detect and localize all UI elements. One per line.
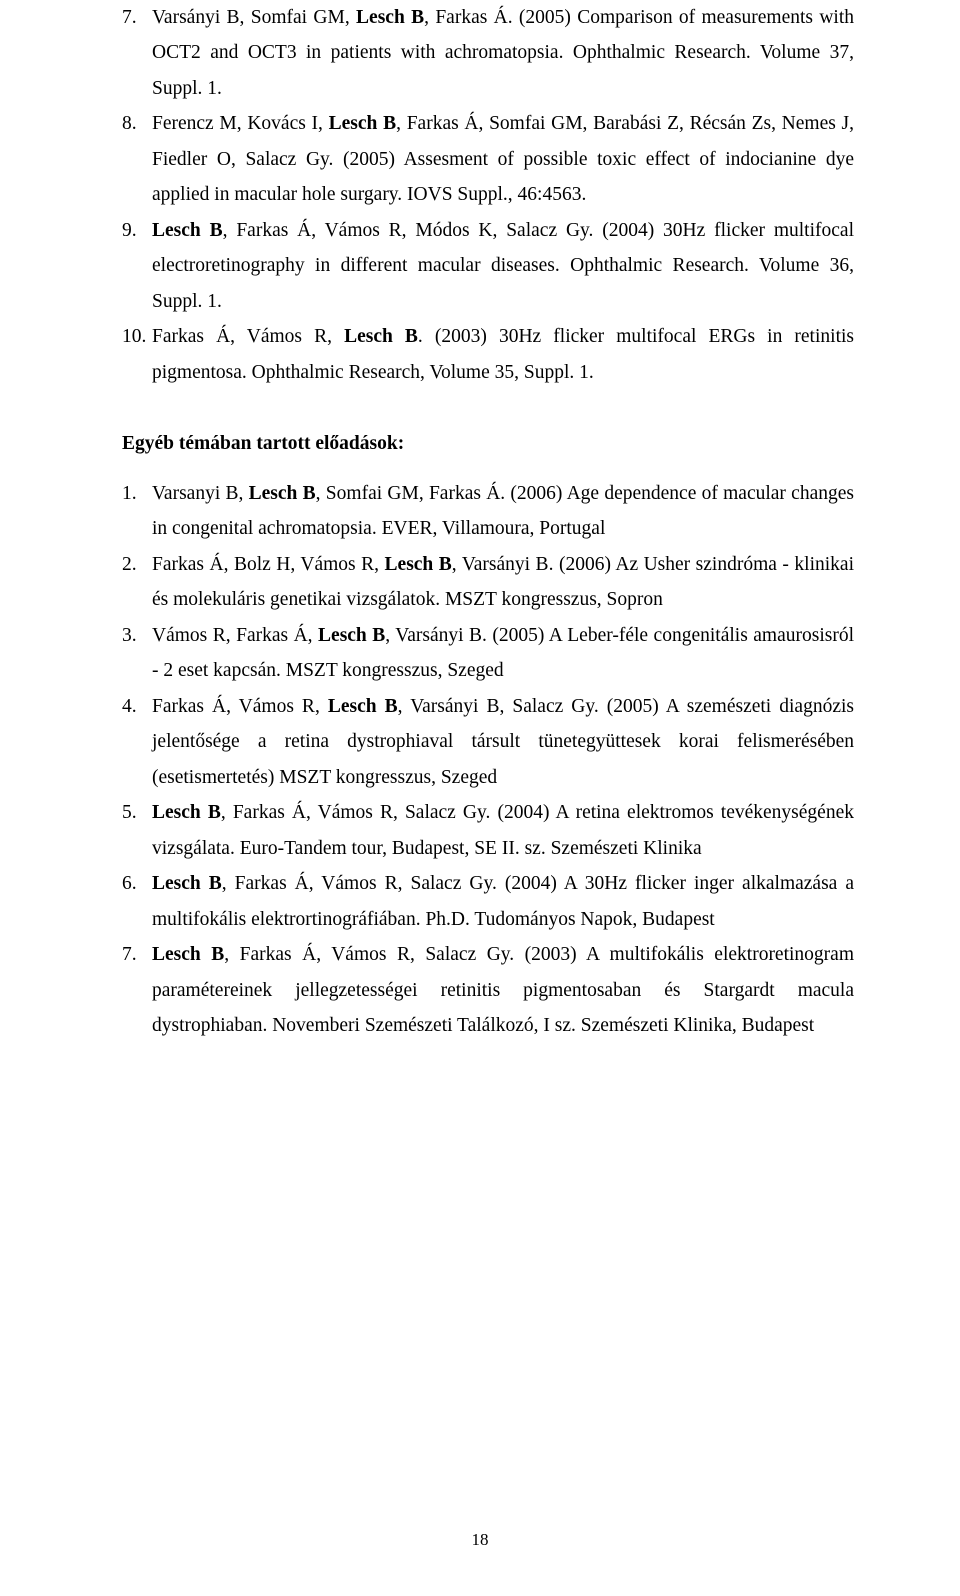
presentation-item: Farkas Á, Vámos R, Lesch B, Varsányi B, … xyxy=(122,689,854,795)
presentation-item: Farkas Á, Bolz H, Vámos R, Lesch B, Vars… xyxy=(122,547,854,618)
reference-item: Ferencz M, Kovács I, Lesch B, Farkas Á, … xyxy=(122,106,854,212)
presentation-item: Lesch B, Farkas Á, Vámos R, Salacz Gy. (… xyxy=(122,937,854,1043)
reference-item: Farkas Á, Vámos R, Lesch B. (2003) 30Hz … xyxy=(122,319,854,390)
section-heading: Egyéb témában tartott előadások: xyxy=(122,426,854,461)
reference-list: Varsányi B, Somfai GM, Lesch B, Farkas Á… xyxy=(122,0,854,390)
presentation-item: Lesch B, Farkas Á, Vámos R, Salacz Gy. (… xyxy=(122,866,854,937)
page: Varsányi B, Somfai GM, Lesch B, Farkas Á… xyxy=(0,0,960,1596)
page-number: 18 xyxy=(0,1525,960,1556)
reference-item: Lesch B, Farkas Á, Vámos R, Módos K, Sal… xyxy=(122,213,854,319)
presentation-item: Lesch B, Farkas Á, Vámos R, Salacz Gy. (… xyxy=(122,795,854,866)
reference-item: Varsányi B, Somfai GM, Lesch B, Farkas Á… xyxy=(122,0,854,106)
presentation-item: Vámos R, Farkas Á, Lesch B, Varsányi B. … xyxy=(122,618,854,689)
presentation-item: Varsanyi B, Lesch B, Somfai GM, Farkas Á… xyxy=(122,476,854,547)
presentations-list: Varsanyi B, Lesch B, Somfai GM, Farkas Á… xyxy=(122,476,854,1044)
